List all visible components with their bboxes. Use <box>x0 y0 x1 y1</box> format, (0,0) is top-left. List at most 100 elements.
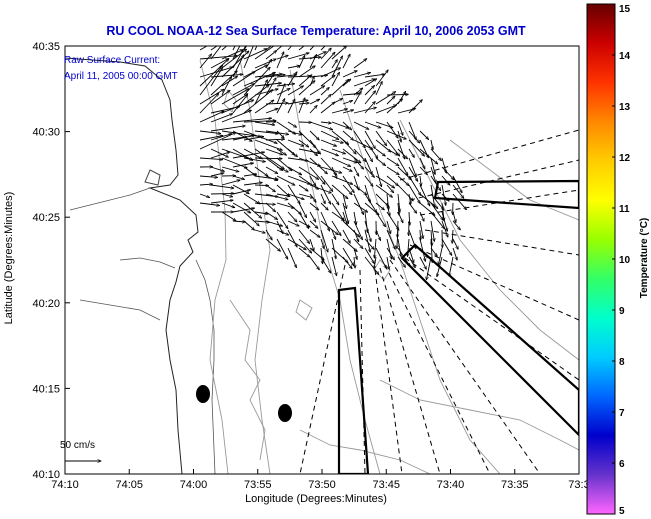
current-vector <box>265 51 277 60</box>
current-vector <box>232 71 255 87</box>
current-vector <box>353 148 366 162</box>
current-vector <box>375 184 393 197</box>
current-vector <box>386 148 398 155</box>
current-vector <box>243 202 262 218</box>
current-vector <box>342 220 360 237</box>
current-vector <box>430 175 441 191</box>
current-vector <box>243 183 262 186</box>
current-vector <box>408 175 421 195</box>
current-vector <box>397 247 410 267</box>
current-vector <box>243 90 273 114</box>
current-vector <box>430 139 433 150</box>
current-vector <box>374 238 377 258</box>
y-tick-label: 40:25 <box>32 212 60 224</box>
colorbar-tick-label: 10 <box>619 255 631 266</box>
current-vector <box>298 193 313 198</box>
current-vector <box>441 184 446 205</box>
current-vector <box>375 92 396 105</box>
current-vector <box>309 229 320 237</box>
current-vector <box>232 190 251 195</box>
current-vector <box>221 51 249 78</box>
current-vector <box>232 184 249 194</box>
current-vector <box>408 184 420 203</box>
current-vector <box>342 256 352 269</box>
current-vector <box>331 56 343 78</box>
current-vector <box>232 221 246 222</box>
current-vector <box>353 79 375 87</box>
current-vector <box>331 166 337 179</box>
current-vector <box>221 157 247 168</box>
current-vector <box>397 157 408 175</box>
current-vector <box>221 89 249 105</box>
current-vector <box>342 101 353 105</box>
current-vector <box>452 193 467 210</box>
current-vector <box>364 229 370 252</box>
current-vector <box>265 148 283 155</box>
current-vector <box>199 65 223 96</box>
current-vector <box>364 102 375 114</box>
current-vector <box>243 220 255 230</box>
current-vector <box>353 59 367 69</box>
current-vector <box>320 94 331 105</box>
current-vector <box>287 229 297 247</box>
current-vector <box>452 211 456 223</box>
current-vector <box>342 202 349 224</box>
current-vector <box>331 184 348 199</box>
current-vector <box>298 81 315 96</box>
current-vector <box>199 136 223 141</box>
current-vector <box>243 157 265 162</box>
current-vector <box>386 229 395 249</box>
current-vector <box>320 193 325 204</box>
current-vector <box>309 86 325 96</box>
current-vector <box>287 130 302 135</box>
current-vector <box>265 139 284 140</box>
current-vector <box>408 157 416 177</box>
current-vector <box>408 238 410 257</box>
current-vector <box>254 46 275 60</box>
current-vector <box>276 211 288 229</box>
current-vector <box>353 193 364 215</box>
current-vector <box>243 211 259 226</box>
current-vector <box>320 139 337 146</box>
current-vector <box>298 66 315 78</box>
current-vector <box>287 148 298 157</box>
current-vector <box>397 256 406 267</box>
map-title: RU COOL NOAA-12 Sea Surface Temperature:… <box>106 24 526 38</box>
current-vector <box>342 211 347 225</box>
current-vector <box>452 229 453 243</box>
y-tick-label: 40:15 <box>32 383 60 395</box>
current-vector <box>254 166 268 176</box>
current-vector <box>254 130 278 134</box>
current-vector <box>452 247 457 260</box>
current-vector <box>221 110 251 123</box>
current-vector <box>298 55 305 69</box>
current-vector <box>276 130 284 138</box>
current-vector <box>441 166 454 180</box>
current-vector <box>419 220 423 239</box>
current-vector <box>431 238 432 263</box>
current-vector <box>199 67 233 78</box>
current-vector <box>276 175 295 185</box>
current-vector <box>265 46 272 51</box>
current-vector <box>276 88 290 96</box>
current-vector <box>342 157 357 163</box>
current-vector <box>342 139 356 154</box>
current-vector <box>364 238 374 249</box>
current-vector <box>408 247 414 263</box>
colorbar-tick-label: 11 <box>619 204 630 215</box>
current-vector <box>375 81 382 96</box>
current-vector <box>287 247 297 268</box>
mooring-marker <box>278 404 292 422</box>
current-vector <box>276 220 283 234</box>
current-vector <box>331 72 340 87</box>
x-axis-ticks: 74:10 74:05 74:00 73:55 73:50 73:45 73:40 73:35… <box>51 469 590 491</box>
colorbar-tick-label: 15 <box>619 4 631 15</box>
current-vector <box>232 46 241 60</box>
current-vector <box>320 48 331 60</box>
current-vector <box>430 220 434 241</box>
radar-sector-lines <box>299 129 579 474</box>
current-vector <box>441 238 452 255</box>
current-vector <box>353 211 356 225</box>
current-vector <box>287 139 304 146</box>
